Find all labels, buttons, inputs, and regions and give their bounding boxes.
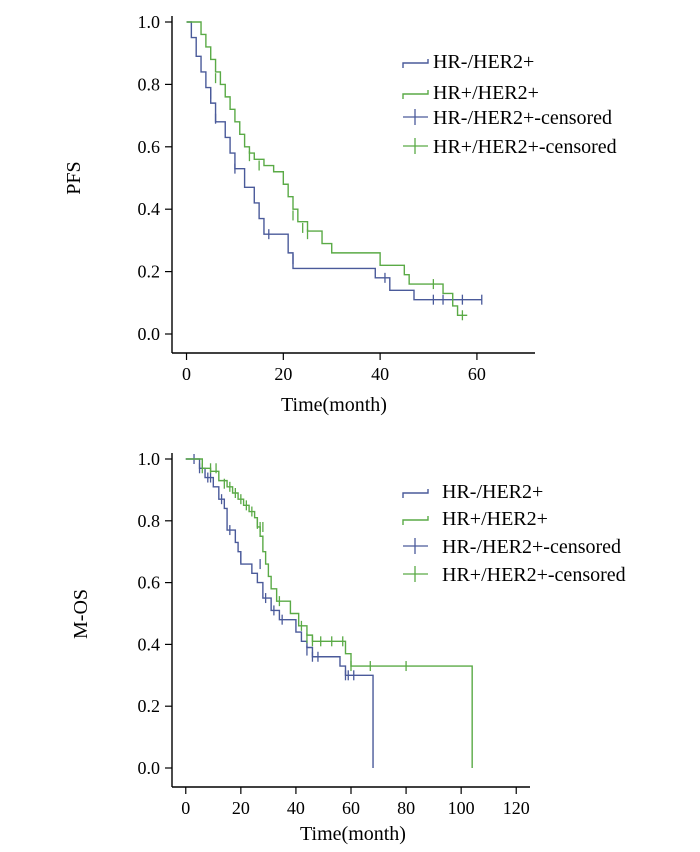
mos-y-tick-label: 0.2 <box>138 696 161 716</box>
mos-x-tick-label: 80 <box>397 798 415 818</box>
mos-chart: 0.0 0.2 0.4 0.6 0.8 1.0 0 20 40 60 80 100 120 M-OS T… <box>70 449 626 845</box>
pfs-curve-hrneg <box>186 21 482 301</box>
mos-y-tick-label: 0.6 <box>138 573 161 593</box>
pfs-y-tick-label: 0.8 <box>138 74 161 94</box>
mos-curve-hrneg <box>185 458 374 768</box>
mos-legend-label-hrneg: HR-/HER2+ <box>442 481 543 503</box>
pfs-y-tick-label: 0.4 <box>138 199 161 219</box>
pfs-legend: HR-/HER2+ HR+/HER2+ HR-/HER2+-censored H… <box>402 51 617 158</box>
mos-legend-key-hrneg-censored <box>403 538 428 554</box>
pfs-legend-key-hrneg-censored <box>403 109 428 125</box>
pfs-y-tick-label: 0.2 <box>138 262 161 282</box>
mos-legend-label-hrneg-censored: HR-/HER2+-censored <box>442 536 621 558</box>
pfs-x-tick-label: 20 <box>274 364 292 384</box>
pfs-x-axis-title: Time(month) <box>281 394 387 416</box>
pfs-x-tick-label: 0 <box>182 364 191 384</box>
mos-x-tick-label: 0 <box>181 798 190 818</box>
pfs-legend-label-hrpos-censored: HR+/HER2+-censored <box>433 136 617 158</box>
mos-y-axis-title: M-OS <box>70 589 92 639</box>
mos-legend-key-hrpos <box>402 516 429 525</box>
mos-legend-label-hrpos: HR+/HER2+ <box>442 508 548 530</box>
mos-x-tick-label: 100 <box>448 798 475 818</box>
mos-y-tick-label: 0.4 <box>138 634 161 654</box>
mos-legend: HR-/HER2+ HR+/HER2+ HR-/HER2+-censored H… <box>402 481 626 586</box>
pfs-x-tick-label: 60 <box>468 364 486 384</box>
mos-x-tick-label: 20 <box>232 798 250 818</box>
mos-x-tick-label: 60 <box>342 798 360 818</box>
mos-legend-key-hrpos-censored <box>403 566 428 582</box>
pfs-x-tick-label: 40 <box>371 364 389 384</box>
pfs-legend-label-hrneg-censored: HR-/HER2+-censored <box>433 107 612 129</box>
mos-x-axis-title: Time(month) <box>300 823 406 845</box>
pfs-chart: 0.0 0.2 0.4 0.6 0.8 1.0 0 20 40 60 PFS Time(month… <box>63 12 617 416</box>
mos-y-tick-label: 0.0 <box>138 758 161 778</box>
mos-x-tick-label: 40 <box>287 798 305 818</box>
mos-legend-label-hrpos-censored: HR+/HER2+-censored <box>442 564 626 586</box>
pfs-legend-label-hrpos: HR+/HER2+ <box>433 82 539 104</box>
mos-curve-hrpos <box>185 458 473 768</box>
mos-legend-key-hrneg <box>402 489 429 498</box>
pfs-legend-key-hrneg <box>402 59 429 68</box>
pfs-y-tick-label: 1.0 <box>138 12 161 32</box>
mos-x-tick-label: 120 <box>503 798 530 818</box>
pfs-legend-label-hrneg: HR-/HER2+ <box>433 51 534 73</box>
pfs-legend-key-hrpos-censored <box>403 138 428 154</box>
pfs-y-tick-label: 0.0 <box>138 324 161 344</box>
pfs-y-tick-label: 0.6 <box>138 137 161 157</box>
pfs-curve-hrpos <box>186 21 468 316</box>
mos-y-tick-label: 0.8 <box>138 511 161 531</box>
mos-y-tick-label: 1.0 <box>138 449 161 469</box>
pfs-y-axis-title: PFS <box>63 161 85 194</box>
pfs-legend-key-hrpos <box>402 90 429 99</box>
